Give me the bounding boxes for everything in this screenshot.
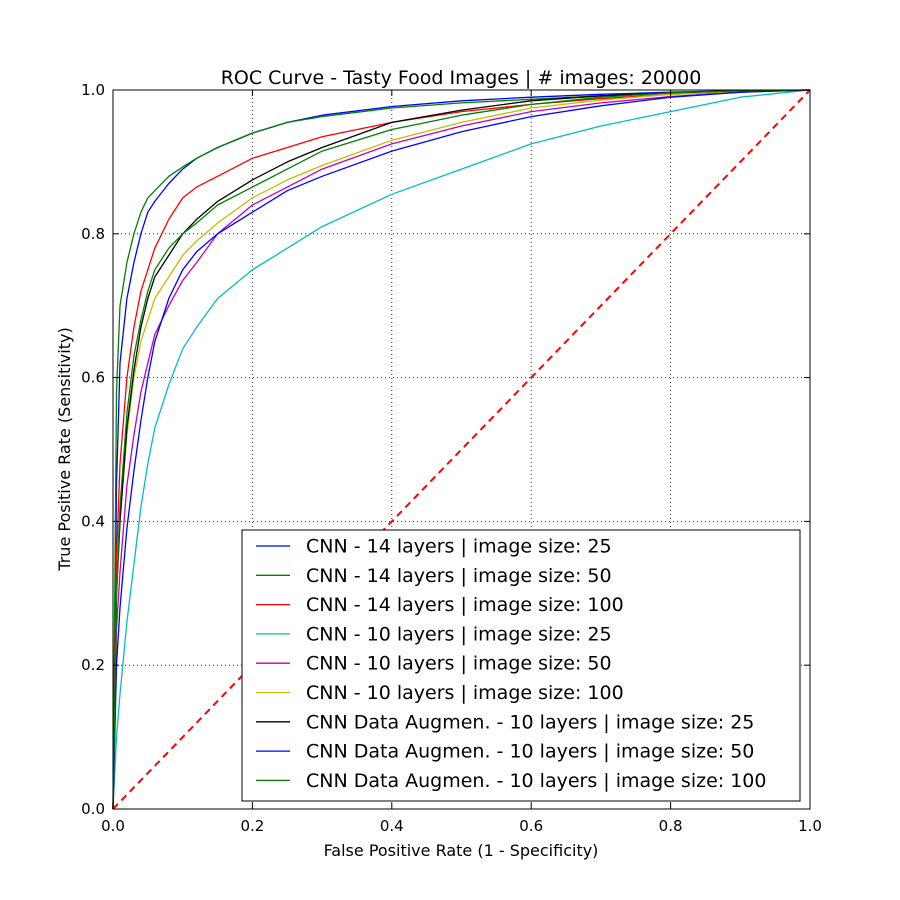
legend-label: CNN Data Augmen. - 10 layers | image siz… [306,741,754,763]
series-line-5 [112,89,811,810]
legend-box [241,529,801,802]
legend: CNN - 14 layers | image size: 25 CNN - 14… [241,529,801,802]
series-line-7 [112,89,811,810]
series-line-8 [112,89,811,810]
series-layer [112,89,811,810]
legend-label: CNN Data Augmen. - 10 layers | image siz… [306,770,766,792]
y-tick-label: 0.2 [81,656,105,674]
series-line-4 [112,89,811,810]
reference-diagonal-layer [112,89,811,810]
legend-label: CNN - 10 layers | image size: 50 [306,653,612,675]
y-tick-label: 0.8 [81,225,105,243]
y-tick-label: 0.0 [81,800,105,818]
legend-label: CNN - 10 layers | image size: 100 [306,682,624,704]
legend-label: CNN - 14 layers | image size: 100 [306,594,624,616]
axis-ticks: 0.0 0.2 0.4 0.6 0.8 1.0 0.0 0.2 0.4 0.6 0.8 1.0 [81,81,822,835]
chart-title: ROC Curve - Tasty Food Images | # images… [221,67,702,89]
reference-diagonal-line [112,89,811,810]
x-axis-label: False Positive Rate (1 - Specificity) [324,841,599,860]
plot-frame [112,89,811,810]
series-line-9 [112,89,811,810]
x-tick-label: 0.8 [659,817,683,835]
x-tick-label: 0.2 [240,817,264,835]
x-tick-label: 0.0 [101,817,125,835]
legend-label: CNN Data Augmen. - 10 layers | image siz… [306,711,754,733]
legend-label: CNN - 14 layers | image size: 25 [306,536,612,558]
series-line-6 [112,89,811,810]
x-tick-label: 0.4 [380,817,404,835]
y-axis-label: True Positive Rate (Sensitivity) [55,327,74,571]
x-tick-label: 0.6 [519,817,543,835]
x-tick-label: 1.0 [798,817,822,835]
series-line-3 [112,89,811,810]
legend-label: CNN - 14 layers | image size: 50 [306,565,612,587]
y-tick-label: 0.4 [81,512,105,530]
y-tick-label: 1.0 [81,81,105,99]
y-tick-label: 0.6 [81,369,105,387]
legend-label: CNN - 10 layers | image size: 25 [306,623,612,645]
series-line-2 [112,89,811,810]
